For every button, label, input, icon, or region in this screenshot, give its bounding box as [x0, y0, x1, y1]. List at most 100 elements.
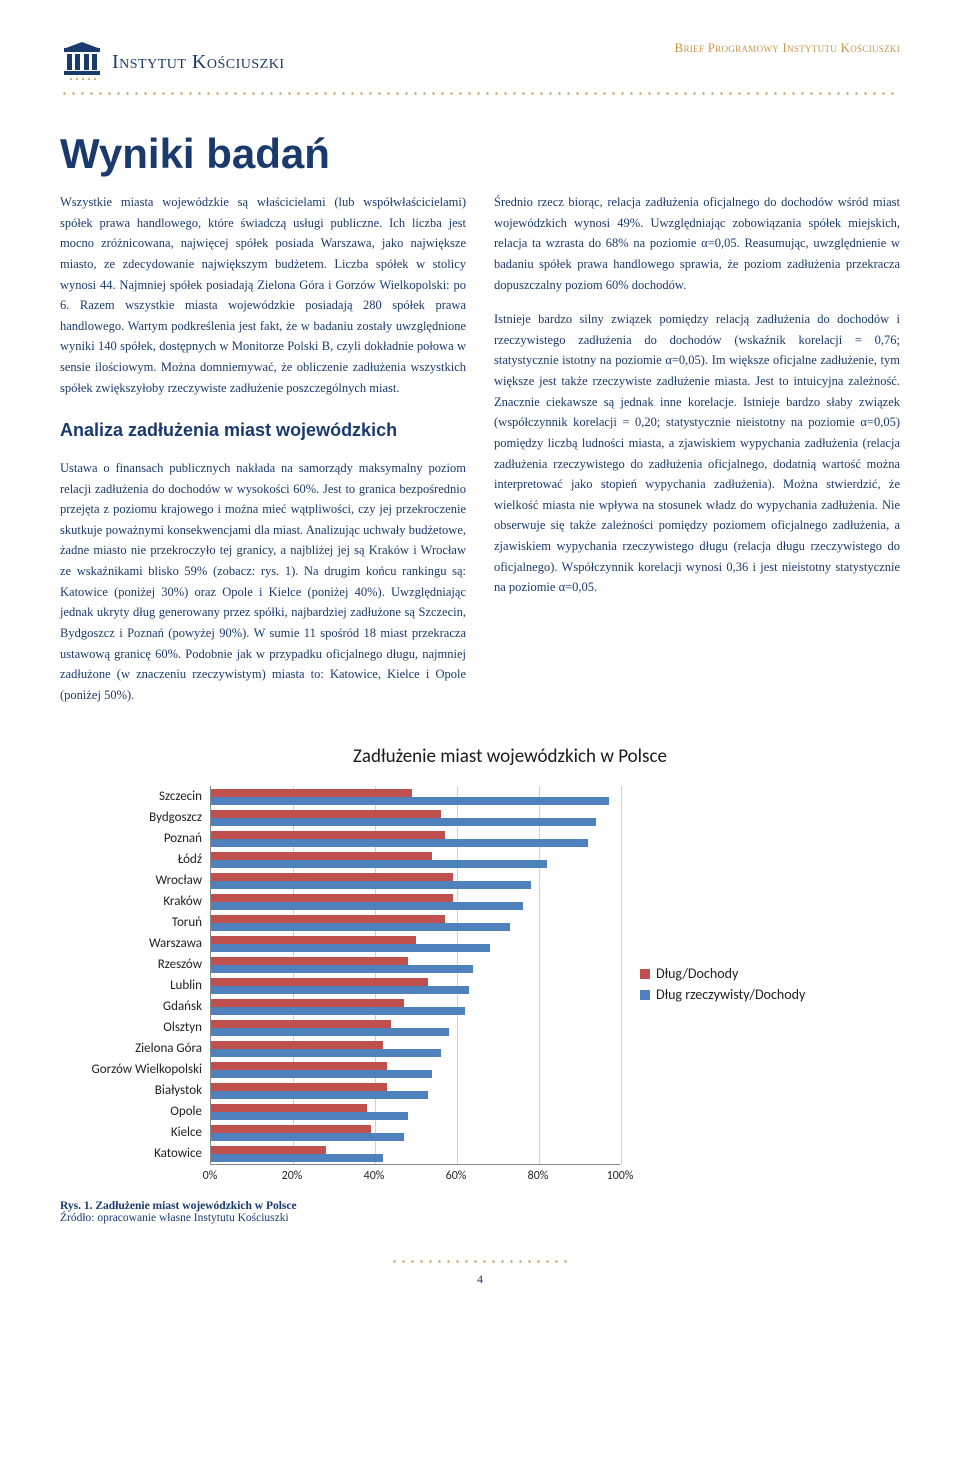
bar-series-2 [211, 965, 473, 973]
bar-series-2 [211, 902, 523, 910]
text-columns: Wszystkie miasta wojewódzkie są właścici… [60, 192, 900, 705]
legend-item-1: Dług/Dochody [640, 965, 805, 982]
chart-category-label: Opole [60, 1104, 210, 1119]
chart-category-label: Bydgoszcz [60, 810, 210, 825]
bar-series-1 [211, 1020, 391, 1028]
chart-bars-container [210, 1122, 620, 1143]
bar-pair [211, 954, 473, 975]
chart-bars-container [210, 849, 620, 870]
column-left: Wszystkie miasta wojewódzkie są właścici… [60, 192, 466, 705]
chart-bars-container [210, 1038, 620, 1059]
col1-p1: Wszystkie miasta wojewódzkie są właścici… [60, 192, 466, 398]
chart-bars-container [210, 891, 620, 912]
chart-wrap: Szczecin Bydgoszcz Poznań Łódź WrocławKraków… [60, 786, 900, 1186]
bar-series-2 [211, 860, 547, 868]
chart-bars-container [210, 1143, 620, 1164]
chart-row: Kraków [60, 891, 620, 912]
chart-row: Szczecin [60, 786, 620, 807]
chart-bars-container [210, 828, 620, 849]
chart-row: Wrocław [60, 870, 620, 891]
col1-p2: Ustawa o finansach publicznych nakłada n… [60, 458, 466, 706]
chart-bars-container [210, 1017, 620, 1038]
bar-pair [211, 996, 465, 1017]
bar-series-1 [211, 915, 445, 923]
chart-caption: Rys. 1. Zadłużenie miast wojewódzkich w … [60, 1200, 900, 1224]
bar-series-2 [211, 1070, 432, 1078]
x-axis-tick: 60% [446, 1165, 467, 1183]
bar-series-1 [211, 852, 432, 860]
chart-bars-container [210, 996, 620, 1017]
bar-series-2 [211, 818, 596, 826]
bar-series-2 [211, 1154, 383, 1162]
chart-category-label: Rzeszów [60, 957, 210, 972]
legend-item-2: Dług rzeczywisty/Dochody [640, 986, 805, 1003]
chart-row: Łódź [60, 849, 620, 870]
header-right-text: Brief Programowy Instytutu Kościuszki [675, 40, 900, 56]
chart-row: Olsztyn [60, 1017, 620, 1038]
chart-bars-container [210, 1080, 620, 1101]
footer-dot-rule [390, 1260, 570, 1263]
chart-row: Lublin [60, 975, 620, 996]
bar-pair [211, 849, 547, 870]
bar-series-1 [211, 1062, 387, 1070]
legend-label-2: Dług rzeczywisty/Dochody [656, 986, 805, 1003]
chart-row: Toruń [60, 912, 620, 933]
caption-source: Źródło: opracowanie własne Instytutu Koś… [60, 1212, 900, 1224]
chart-bars-container [210, 1059, 620, 1080]
chart-row: Rzeszów [60, 954, 620, 975]
caption-title: Rys. 1. Zadłużenie miast wojewódzkich w … [60, 1200, 900, 1212]
chart-category-label: Zielona Góra [60, 1041, 210, 1056]
chart-row: Poznań [60, 828, 620, 849]
bar-series-1 [211, 1041, 383, 1049]
section-heading: Analiza zadłużenia miast wojewódzkich [60, 416, 466, 446]
col2-p1: Średnio rzecz biorąc, relacja zadłużenia… [494, 192, 900, 295]
chart-area: Zadłużenie miast wojewódzkich w Polsce S… [60, 735, 900, 1224]
chart-bars-container [210, 954, 620, 975]
chart-row: Bydgoszcz [60, 807, 620, 828]
bar-pair [211, 870, 531, 891]
bar-series-1 [211, 999, 404, 1007]
x-axis-tick: 40% [364, 1165, 385, 1183]
bar-pair [211, 975, 469, 996]
logo-block: Instytut Kościuszki [60, 40, 285, 84]
page-number: 4 [60, 1272, 900, 1287]
chart-category-label: Olsztyn [60, 1020, 210, 1035]
chart-category-label: Katowice [60, 1146, 210, 1161]
chart-category-label: Łódź [60, 852, 210, 867]
bar-pair [211, 1122, 404, 1143]
bar-series-1 [211, 831, 445, 839]
chart-row: Gorzów Wielkopolski [60, 1059, 620, 1080]
bar-series-1 [211, 1125, 371, 1133]
chart-rows: Szczecin Bydgoszcz Poznań Łódź WrocławKraków… [60, 786, 620, 1164]
bar-series-1 [211, 1146, 326, 1154]
header-dot-rule [60, 92, 900, 95]
chart-bars-container [210, 912, 620, 933]
legend-swatch-2 [640, 990, 650, 1000]
chart-bars-container [210, 975, 620, 996]
bar-series-1 [211, 957, 408, 965]
chart-category-label: Warszawa [60, 936, 210, 951]
bar-pair [211, 828, 588, 849]
bar-series-1 [211, 978, 428, 986]
bar-series-2 [211, 1007, 465, 1015]
bar-pair [211, 933, 490, 954]
chart-row: Gdańsk [60, 996, 620, 1017]
footer-dots [60, 1250, 900, 1268]
chart-category-label: Gdańsk [60, 999, 210, 1014]
chart-bars-container [210, 807, 620, 828]
chart-x-axis: 0%20%40%60%80%100% [210, 1164, 620, 1186]
x-axis-tick: 80% [528, 1165, 549, 1183]
bar-series-2 [211, 797, 609, 805]
chart-bars-container [210, 870, 620, 891]
x-axis-tick: 20% [282, 1165, 303, 1183]
main-title: Wyniki badań [60, 130, 900, 178]
chart-title: Zadłużenie miast wojewódzkich w Polsce [120, 745, 900, 768]
bar-series-2 [211, 839, 588, 847]
bar-pair [211, 891, 523, 912]
chart-row: Katowice [60, 1143, 620, 1164]
chart-bars-container [210, 786, 620, 807]
bar-series-1 [211, 1083, 387, 1091]
bar-pair [211, 1101, 408, 1122]
chart-row: Opole [60, 1101, 620, 1122]
bar-series-1 [211, 810, 441, 818]
